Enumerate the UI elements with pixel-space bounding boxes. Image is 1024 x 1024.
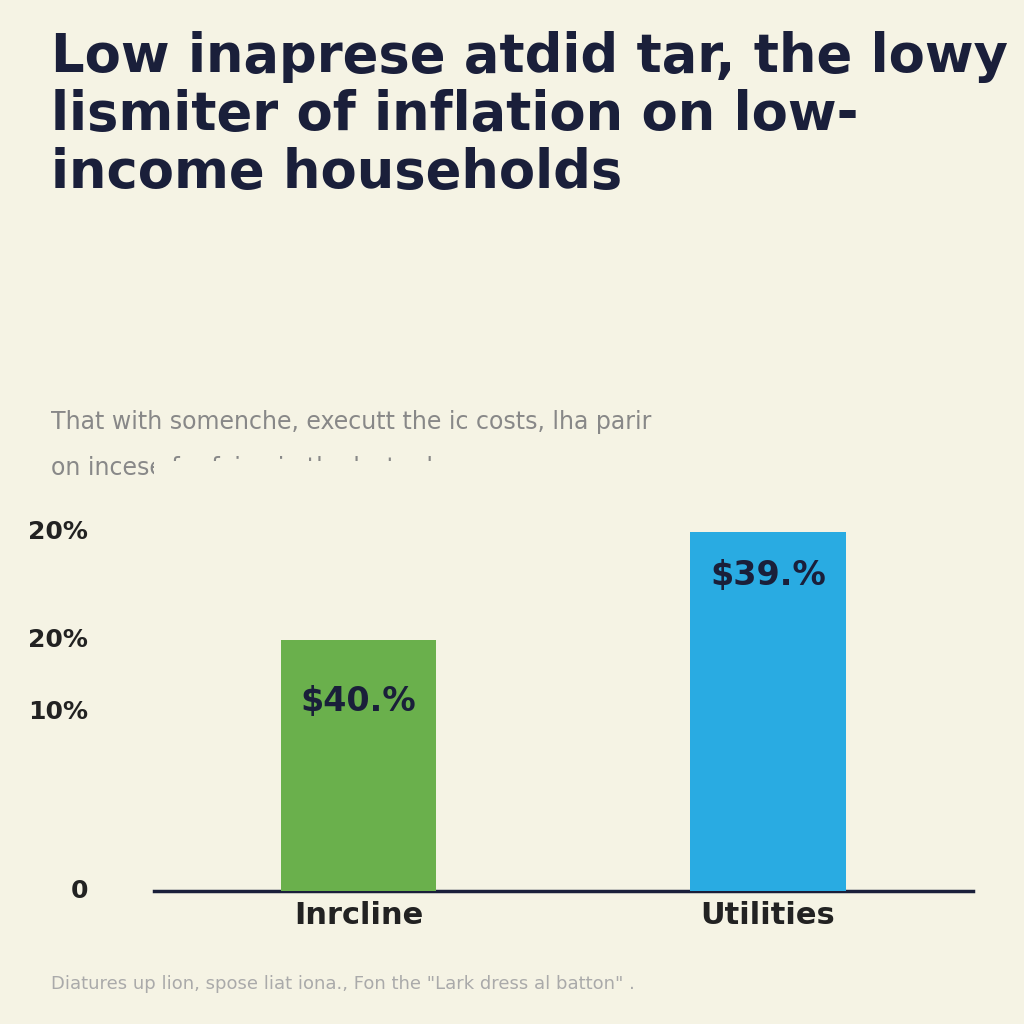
Text: $40.%: $40.% bbox=[301, 685, 416, 718]
Text: 0: 0 bbox=[71, 879, 88, 903]
Text: That with somenche, executt the ic costs, lha parir: That with somenche, executt the ic costs… bbox=[51, 410, 651, 433]
Bar bbox=[281, 640, 436, 891]
Bar bbox=[690, 532, 846, 891]
Text: 10%: 10% bbox=[28, 699, 88, 724]
Text: Low inaprese atdid tar, the lowy
lismiter of inflation on low-
income households: Low inaprese atdid tar, the lowy lismite… bbox=[51, 31, 1009, 199]
Text: $39.%: $39.% bbox=[710, 559, 826, 592]
Text: 20%: 20% bbox=[29, 520, 88, 545]
Text: 20%: 20% bbox=[29, 628, 88, 652]
Text: on incese for feion in the lost ed a yer.: on incese for feion in the lost ed a yer… bbox=[51, 456, 506, 479]
Text: Diatures up lion, spose liat iona., Fon the "Lark dress al batton" .: Diatures up lion, spose liat iona., Fon … bbox=[51, 975, 635, 993]
